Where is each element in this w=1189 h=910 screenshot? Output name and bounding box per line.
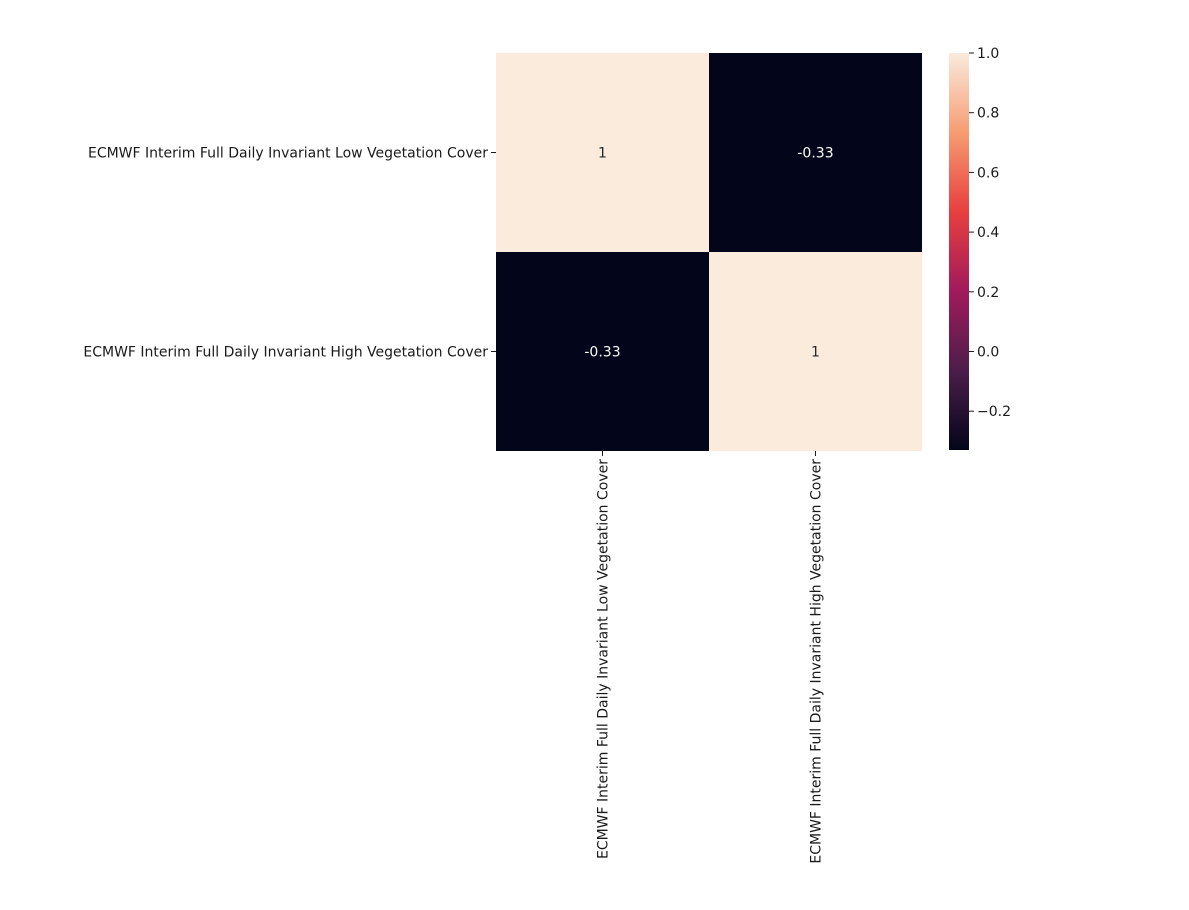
x-axis-ticks: ECMWF Interim Full Daily Invariant Low V… [596,451,825,864]
heatmap-cell-labels: 1 -0.33 -0.33 1 [584,146,833,361]
heatmap-cell-label: -0.33 [797,146,833,162]
colorbar-tick-label: 0.6 [977,165,999,181]
heatmap-cell-label: 1 [598,146,607,162]
x-tick-label: ECMWF Interim Full Daily Invariant Low V… [596,459,612,859]
colorbar-ticks: 1.0 0.8 0.6 0.4 0.2 0.0 −0.2 [969,46,1011,420]
heatmap-cell [709,53,922,252]
colorbar-tick-label: 0.2 [977,285,999,301]
y-axis-ticks: ECMWF Interim Full Daily Invariant Low V… [83,146,496,361]
colorbar-tick-label: −0.2 [977,404,1011,420]
heatmap-cell-label: -0.33 [584,345,620,361]
heatmap-cells [496,53,922,451]
colorbar-tick-label: 0.8 [977,106,999,122]
y-tick-label: ECMWF Interim Full Daily Invariant High … [83,345,488,361]
colorbar-gradient [949,53,969,450]
heatmap-cell [496,252,709,451]
colorbar-tick-label: 0.0 [977,344,999,360]
x-tick-label: ECMWF Interim Full Daily Invariant High … [809,459,825,864]
colorbar-tick-label: 0.4 [977,225,999,241]
colorbar: 1.0 0.8 0.6 0.4 0.2 0.0 −0.2 [949,46,1011,450]
colorbar-tick-label: 1.0 [977,46,999,62]
y-tick-label: ECMWF Interim Full Daily Invariant Low V… [88,146,488,162]
heatmap-cell [709,252,922,451]
heatmap-cell-label: 1 [811,345,820,361]
heatmap-cell [496,53,709,252]
